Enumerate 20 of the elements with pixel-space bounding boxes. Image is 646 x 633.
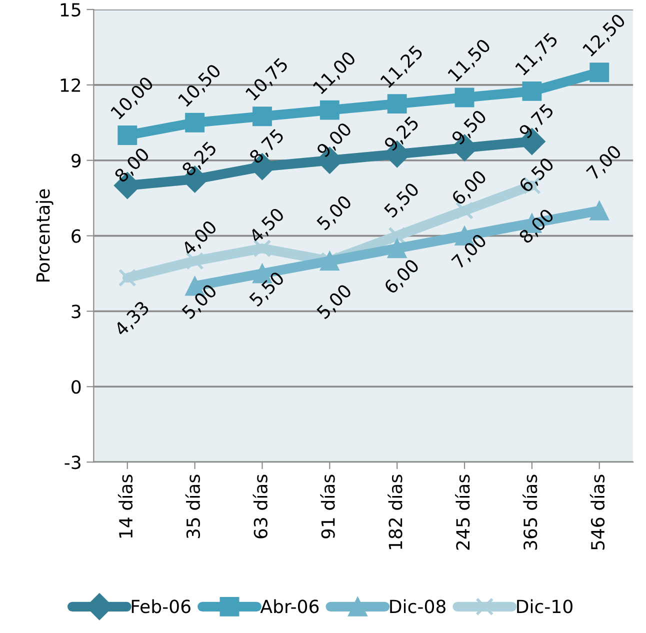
y-tick-label: 15: [60, 3, 80, 17]
x-tick-label: 546 días: [590, 474, 605, 550]
legend-label: Dic-08: [390, 599, 446, 614]
y-tick-label: 3: [72, 304, 80, 318]
legend-label: Abr-06: [260, 599, 319, 614]
x-tick-label: 365 días: [522, 474, 538, 550]
x-tick-label: 14 días: [118, 474, 133, 538]
y-tick-label: 12: [60, 78, 80, 92]
y-tick-label: 0: [72, 380, 81, 394]
x-tick-label: 91 días: [320, 474, 335, 538]
y-tick-label: -3: [64, 456, 80, 470]
y-tick-label: 9: [72, 154, 81, 168]
legend-label: Dic-10: [517, 599, 572, 614]
x-tick-label: 35 días: [185, 474, 200, 538]
x-tick-label: 245 días: [455, 474, 470, 550]
x-tick-label: 63 días: [252, 474, 268, 538]
y-tick-label: 6: [72, 229, 81, 243]
x-tick-label: 182 días: [388, 474, 402, 550]
y-axis-title: Porcentaje: [36, 189, 54, 282]
legend-label: Feb-06: [132, 599, 190, 614]
